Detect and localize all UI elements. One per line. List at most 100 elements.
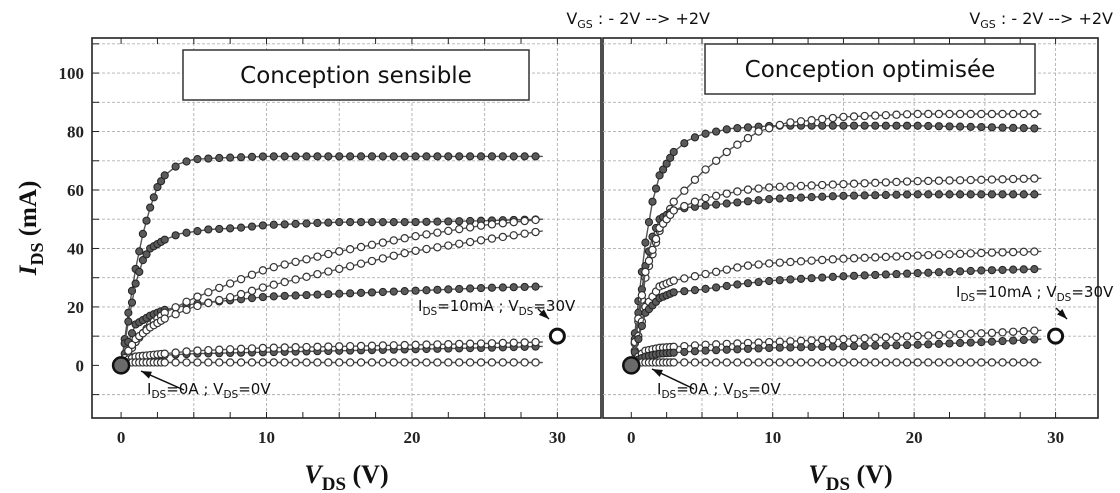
data-point-open — [977, 248, 986, 258]
data-point-open — [860, 111, 869, 121]
data-point-filled — [680, 139, 689, 148]
data-point-filled — [871, 191, 880, 200]
data-point-open — [892, 252, 901, 261]
data-point-filled — [924, 340, 933, 349]
data-point-filled — [1009, 190, 1018, 199]
data-point-filled — [902, 269, 912, 278]
data-point-open — [871, 111, 880, 120]
data-point-open — [998, 328, 1007, 337]
data-point-filled — [849, 121, 859, 130]
data-point-open — [313, 342, 322, 352]
data-point-open — [487, 358, 497, 367]
data-point-filled — [171, 162, 180, 171]
data-point-open — [171, 303, 180, 312]
data-point-open — [796, 181, 806, 191]
data-point-filled — [400, 152, 409, 161]
data-point-filled — [860, 191, 869, 200]
data-point-filled — [818, 192, 827, 201]
data-point-open — [1019, 174, 1028, 183]
data-point-open — [828, 255, 838, 264]
data-point-open — [498, 219, 508, 228]
data-point-open — [1008, 109, 1018, 119]
data-point-filled — [818, 342, 827, 351]
data-point-open — [733, 358, 742, 367]
data-point-open — [743, 133, 753, 143]
data-point-open — [680, 186, 689, 195]
data-point-filled — [754, 196, 763, 205]
data-point-open — [934, 176, 944, 185]
origin-marker — [622, 356, 641, 375]
y-tick-label: 0 — [76, 356, 85, 375]
data-point-open — [356, 259, 366, 268]
data-point-filled — [733, 124, 742, 133]
data-point-filled — [400, 218, 409, 227]
data-point-open — [945, 250, 954, 259]
data-point-open — [902, 110, 912, 119]
data-point-open — [828, 113, 838, 123]
data-point-filled — [839, 121, 848, 130]
data-point-open — [498, 338, 508, 348]
data-point-filled — [135, 267, 144, 276]
data-point-open — [247, 344, 257, 353]
data-point-open — [881, 178, 891, 187]
data-point-open — [422, 244, 431, 254]
data-point-filled — [662, 159, 671, 168]
data-point-filled — [138, 256, 147, 265]
data-point-filled — [291, 291, 300, 300]
data-point-open — [977, 329, 986, 338]
data-point-open — [378, 358, 388, 367]
data-point-open — [444, 226, 453, 236]
data-point-filled — [743, 344, 753, 353]
data-point-filled — [466, 284, 475, 293]
data-point-open — [818, 114, 827, 124]
data-point-filled — [236, 153, 246, 162]
origin-annotation-arrow-head — [141, 371, 152, 379]
data-point-open — [345, 341, 355, 351]
data-point-filled — [1030, 190, 1039, 199]
endpoint-annotation-arrow-head — [1057, 309, 1067, 319]
data-point-open — [324, 249, 333, 259]
data-point-open — [722, 358, 731, 367]
data-point-open — [892, 332, 901, 342]
data-point-filled — [131, 279, 140, 288]
data-point-open — [400, 248, 409, 258]
data-point-open — [818, 180, 827, 190]
data-point-open — [269, 262, 278, 272]
data-point-open — [849, 112, 859, 121]
data-point-filled — [849, 191, 859, 200]
data-point-filled — [956, 122, 965, 131]
data-point-filled — [291, 219, 300, 229]
data-point-filled — [977, 266, 986, 275]
data-point-filled — [193, 155, 202, 164]
data-point-filled — [1019, 335, 1028, 345]
data-point-filled — [127, 298, 137, 307]
data-point-open — [924, 250, 933, 260]
data-point-filled — [722, 345, 731, 354]
data-point-open — [711, 191, 721, 201]
data-point-filled — [892, 190, 901, 199]
vgs-range-header: VGS : - 2V --> +2V — [566, 9, 710, 31]
data-point-open — [433, 228, 442, 237]
data-point-filled — [712, 200, 721, 209]
x-tick-label: 0 — [627, 428, 636, 447]
data-point-filled — [722, 125, 731, 134]
data-point-open — [924, 176, 933, 186]
data-point-filled — [987, 337, 997, 346]
data-point-filled — [422, 217, 431, 226]
series-group — [120, 152, 543, 369]
data-point-filled — [142, 250, 151, 259]
data-point-open — [754, 127, 763, 136]
series-group — [630, 109, 1042, 369]
data-point-open — [796, 257, 806, 266]
data-point-filled — [531, 152, 540, 161]
data-point-filled — [142, 216, 151, 225]
data-point-open — [378, 254, 388, 263]
data-point-open — [955, 330, 965, 339]
data-point-open — [871, 358, 880, 367]
data-point-filled — [945, 339, 954, 348]
data-point-filled — [1030, 335, 1039, 344]
data-point-filled — [977, 122, 986, 132]
data-point-filled — [389, 152, 398, 161]
data-point-filled — [422, 152, 431, 161]
data-point-open — [345, 244, 355, 254]
